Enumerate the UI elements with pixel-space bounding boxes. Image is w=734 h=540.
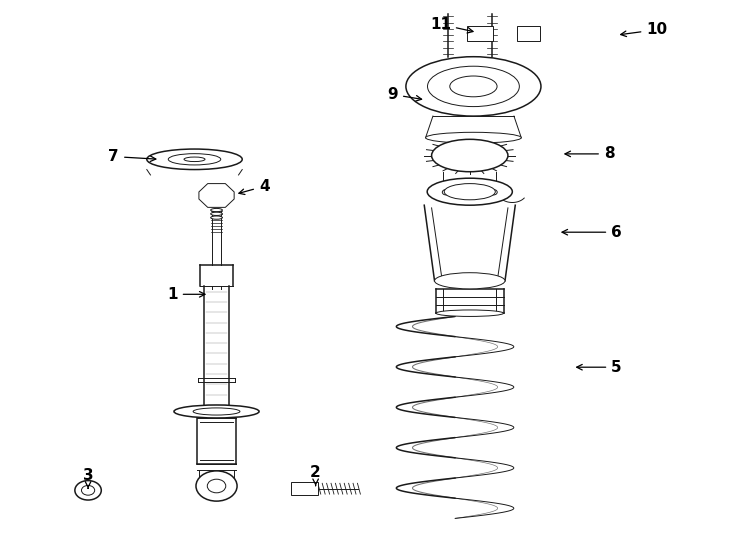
Text: 3: 3	[83, 468, 93, 488]
Text: 7: 7	[109, 149, 156, 164]
Ellipse shape	[450, 76, 497, 97]
Bar	[467, 26, 493, 40]
Circle shape	[207, 479, 226, 493]
Ellipse shape	[174, 405, 259, 418]
Ellipse shape	[490, 190, 497, 195]
Ellipse shape	[435, 273, 505, 289]
Ellipse shape	[426, 132, 521, 143]
Ellipse shape	[466, 190, 473, 195]
Ellipse shape	[211, 212, 222, 215]
Text: 2: 2	[310, 465, 321, 485]
Ellipse shape	[211, 208, 222, 212]
Bar	[291, 482, 318, 495]
Ellipse shape	[444, 184, 495, 200]
Ellipse shape	[432, 139, 508, 172]
Bar	[517, 26, 540, 40]
Ellipse shape	[478, 190, 485, 195]
Ellipse shape	[147, 149, 242, 170]
Text: 5: 5	[577, 360, 622, 375]
Ellipse shape	[168, 154, 221, 165]
Text: 4: 4	[239, 179, 269, 194]
Text: 6: 6	[562, 225, 622, 240]
Text: 10: 10	[621, 22, 667, 37]
Ellipse shape	[436, 310, 504, 316]
Ellipse shape	[406, 57, 541, 116]
Ellipse shape	[427, 66, 520, 106]
Ellipse shape	[427, 178, 512, 205]
Text: 1: 1	[167, 287, 205, 302]
Text: 9: 9	[388, 87, 421, 102]
Ellipse shape	[184, 157, 205, 161]
Circle shape	[81, 485, 95, 495]
Circle shape	[196, 471, 237, 501]
Text: 8: 8	[565, 146, 614, 161]
Ellipse shape	[443, 183, 496, 193]
Ellipse shape	[454, 190, 462, 195]
Ellipse shape	[443, 190, 450, 195]
Text: 11: 11	[430, 17, 473, 33]
Polygon shape	[199, 184, 234, 207]
Ellipse shape	[193, 408, 240, 415]
Ellipse shape	[211, 216, 222, 219]
Circle shape	[75, 481, 101, 500]
